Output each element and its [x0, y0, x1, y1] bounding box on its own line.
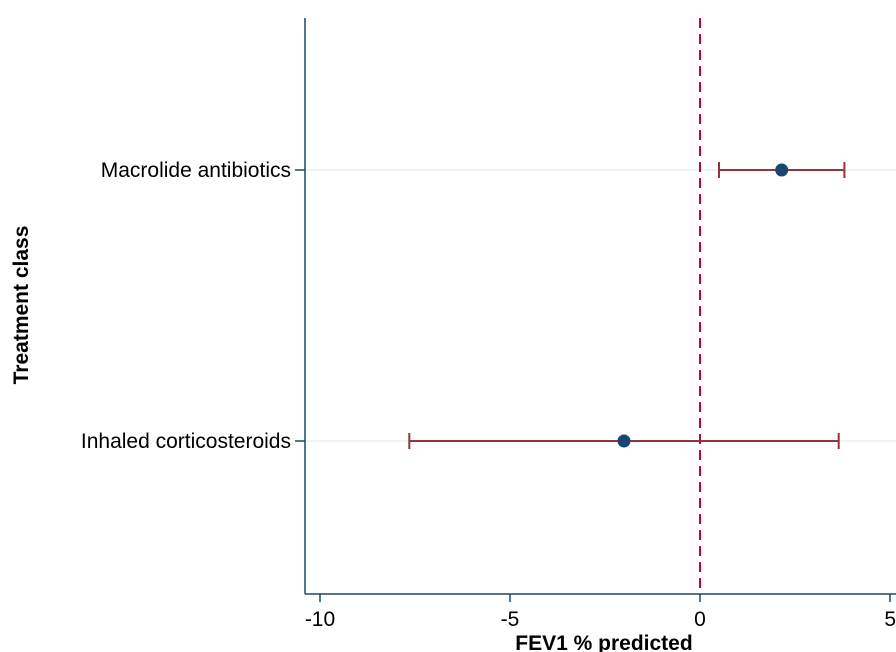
- x-tick-label: -5: [501, 608, 520, 631]
- y-tick-label: Inhaled corticosteroids: [81, 430, 291, 453]
- x-tick-label: 0: [694, 608, 706, 631]
- point-estimate: [775, 163, 789, 177]
- y-axis-title: Treatment class: [10, 226, 33, 385]
- point-estimates: [617, 163, 789, 448]
- confidence-intervals: [408, 162, 846, 449]
- y-tick-label: Macrolide antibiotics: [101, 159, 291, 182]
- x-axis-title: FEV1 % predicted: [515, 632, 692, 652]
- x-tick-label: -10: [305, 608, 335, 631]
- point-estimate: [617, 434, 631, 448]
- axes: Macrolide antibiotics Inhaled corticoster…: [81, 18, 896, 631]
- x-tick-label: 5: [884, 608, 896, 631]
- grid-lines: [305, 169, 896, 442]
